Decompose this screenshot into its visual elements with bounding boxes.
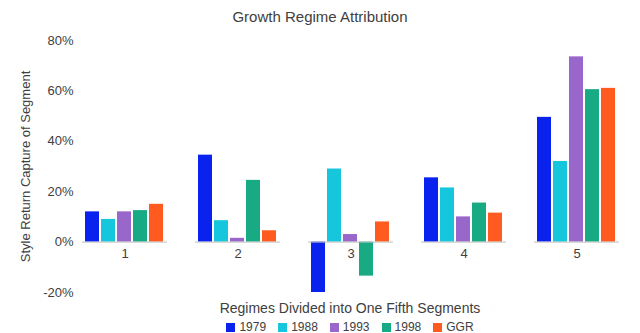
- svg-text:4: 4: [460, 246, 467, 261]
- html-text:Regimes Divided into One Fifth: Regimes Divided into One Fifth Segments: [219, 300, 481, 316]
- svg-text:-20%: -20%: [43, 285, 74, 300]
- svg-text:1: 1: [121, 246, 128, 261]
- svg-text:2: 2: [234, 246, 241, 261]
- html-text:1993: 1993: [342, 320, 370, 333]
- html-text:1998: 1998: [394, 320, 422, 333]
- svg-text:Style Return Capture of Segmen: Style Return Capture of Segment: [18, 70, 33, 262]
- svg-text:5: 5: [573, 246, 580, 261]
- svg-text:40%: 40%: [47, 133, 73, 148]
- svg-text:80%: 80%: [47, 33, 73, 48]
- html-text:1979: 1979: [239, 320, 267, 333]
- svg-text:0%: 0%: [55, 234, 74, 249]
- html-text:1988: 1988: [291, 320, 318, 333]
- svg-text:20%: 20%: [47, 184, 73, 199]
- svg-text:3: 3: [347, 246, 354, 261]
- html-text:GGR: GGR: [446, 320, 474, 333]
- svg-text:60%: 60%: [47, 83, 73, 98]
- html-text:Growth Regime Attribution: Growth Regime Attribution: [232, 8, 408, 25]
